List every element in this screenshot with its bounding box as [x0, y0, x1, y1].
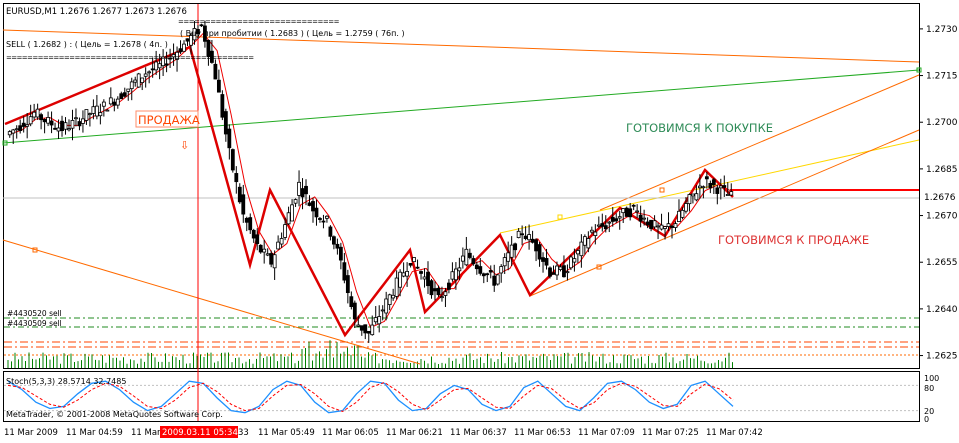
upper-resistance-line [2, 29, 920, 63]
time-tick-label: 11 Mar 05:49 [258, 428, 315, 438]
stoch-tick-0: 0 [924, 415, 929, 424]
sell-signal-label: ПРОДАЖА [138, 113, 200, 127]
rising-channel-lower [529, 129, 920, 297]
time-axis: 11 Mar 2009 11 Mar 04:59 11 Mar 2009.03.11 … [4, 426, 763, 438]
header-separator: ============================== [178, 18, 340, 26]
stoch-tick-80: 80 [924, 384, 934, 393]
sell-signal-box [135, 110, 199, 128]
price-tick-label: 1.2670 [926, 212, 958, 222]
time-tick-label: 11 Mar 06:53 [514, 428, 571, 438]
price-tick-label: 1.2655 [926, 258, 958, 268]
time-tick-label: 11 Mar [131, 428, 161, 438]
candlesticks [7, 20, 734, 343]
price-tick-label: 1.2625 [926, 352, 958, 362]
stoch-tick-100: 100 [924, 374, 939, 383]
price-tick-label: 1.2730 [926, 25, 958, 35]
time-tick-label: 11 Mar 07:42 [706, 428, 763, 438]
order-label-1[interactable]: #4430520 sell [7, 309, 62, 318]
price-tick-label: 1.2685 [926, 165, 958, 175]
price-axis: 1.2730 1.2715 1.2700 1.2685 1.2670 1.2655 1.26… [919, 25, 958, 362]
time-tick-label: 11 Mar 04:59 [66, 428, 123, 438]
stoch-tick-20: 20 [924, 407, 934, 416]
time-tick-label: 11 Mar 06:05 [322, 428, 379, 438]
current-price-label: 1.2676 [924, 193, 956, 203]
stoch-panel-frame [3, 371, 920, 422]
buy-prep-label: ГОТОВИМСЯ К ПОКУПКЕ [626, 121, 773, 135]
grid-lines [4, 317, 919, 412]
order-label-2[interactable]: #4430509 sell [7, 319, 62, 328]
time-tick-label: 11 Mar 07:25 [642, 428, 699, 438]
time-cursor-box [160, 426, 238, 438]
time-tick-label: 11 Mar 2009 [4, 428, 58, 438]
stoch-title: Stoch(5,3,3) 28.5714 32.7485 [6, 377, 126, 386]
stoch-main-line [7, 380, 734, 414]
rising-channel-upper [599, 74, 920, 211]
sell-target-info: SELL ( 1.2682 ) : ( Цель = 1.2678 ( 4п. … [6, 40, 168, 49]
header-separator-2: ========================================… [6, 54, 254, 62]
time-cursor-label: 2009.03.11 05:34 [162, 428, 238, 438]
price-tick-label: 1.2700 [926, 118, 958, 128]
pivot-markers [2, 67, 922, 270]
buy-breakout-info: ( Buy при пробитии ( 1.2683 ) ( Цель = 1… [180, 29, 405, 38]
sell-prep-label: ГОТОВИМСЯ К ПРОДАЖЕ [718, 233, 869, 247]
green-trend-line [2, 69, 920, 144]
time-tick-label: 33 [238, 428, 249, 438]
current-price-box [920, 190, 958, 203]
symbol-quote-line: EURUSD,M1 1.2676 1.2677 1.2673 1.2676 [6, 7, 187, 17]
down-arrow-icon: ⇩ [180, 139, 189, 152]
volume-bars [7, 340, 733, 368]
time-tick-label: 11 Mar 06:37 [450, 428, 507, 438]
copyright-text: MetaTrader, © 2001-2008 MetaQuotes Softw… [6, 410, 223, 419]
time-tick-label: 11 Mar 06:21 [386, 428, 443, 438]
time-tick-label: 11 Mar 07:09 [578, 428, 635, 438]
lower-channel-line [2, 239, 421, 365]
price-tick-label: 1.2715 [926, 72, 958, 82]
price-tick-label: 1.2640 [926, 305, 958, 315]
channel-lines [2, 4, 920, 421]
